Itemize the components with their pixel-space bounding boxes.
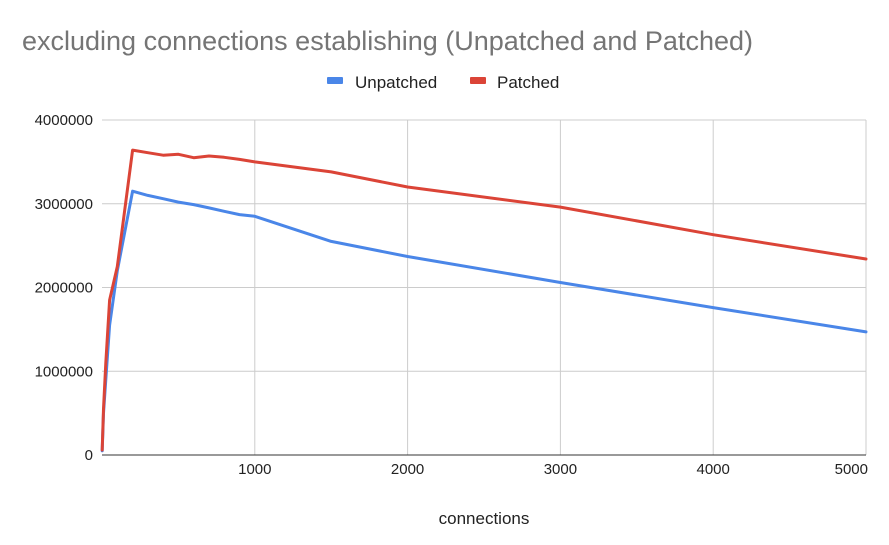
- y-tick-label: 3000000: [35, 196, 93, 213]
- series-lines: [100, 148, 868, 453]
- legend-swatch-unpatched: [327, 77, 343, 84]
- grid: [102, 119, 867, 455]
- y-tick-label: 1000000: [35, 363, 93, 380]
- x-tick-label: 3000: [544, 461, 577, 478]
- legend: Unpatched Patched: [327, 73, 559, 92]
- x-tick-label: 2000: [391, 461, 424, 478]
- legend-swatch-patched: [470, 77, 486, 84]
- x-axis-ticks: 1000 2000 3000 4000 5000: [238, 461, 868, 478]
- x-tick-label: 1000: [238, 461, 271, 478]
- series-line-patched: [100, 148, 868, 452]
- series-line-unpatched: [100, 189, 868, 453]
- x-tick-label: 4000: [697, 461, 730, 478]
- y-axis-ticks: 0 1000000 2000000 3000000 4000000: [35, 112, 93, 464]
- y-tick-label: 4000000: [35, 112, 93, 129]
- y-tick-label: 0: [85, 447, 93, 464]
- x-axis-title: connections: [439, 509, 530, 528]
- legend-label-patched: Patched: [497, 73, 559, 92]
- chart-title: excluding connections establishing (Unpa…: [22, 26, 753, 56]
- legend-label-unpatched: Unpatched: [355, 73, 437, 92]
- y-tick-label: 2000000: [35, 280, 93, 297]
- x-tick-label: 5000: [835, 461, 868, 478]
